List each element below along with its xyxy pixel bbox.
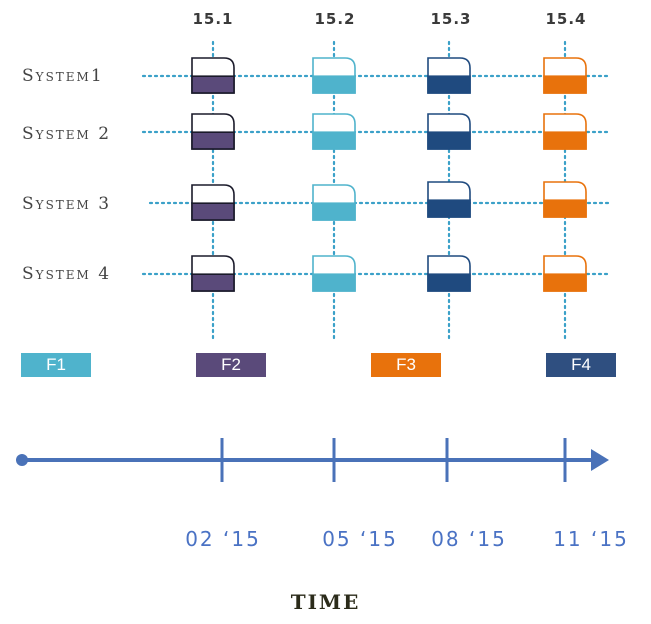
document-icons [191,57,587,292]
document-icon [312,184,356,221]
feature-f2: F2 [196,353,266,377]
document-icon [191,184,235,221]
document-icon [543,113,587,150]
document-icon [312,57,356,94]
document-icon [191,57,235,94]
feature-f4: F4 [546,353,616,377]
version-label-15-4: 15.4 [545,10,587,28]
version-label-15-1: 15.1 [192,10,234,28]
system-label-4: System 4 [22,264,112,284]
timeline-date-2: 05 ‘15 [322,527,398,551]
timeline-date-1: 02 ‘15 [185,527,261,551]
feature-f1: F1 [21,353,91,377]
version-label-15-3: 15.3 [430,10,472,28]
document-icon [427,113,471,150]
document-icon [543,181,587,218]
timeline-date-3: 08 ‘15 [431,527,507,551]
version-label-15-2: 15.2 [314,10,356,28]
system-label-3: System 3 [22,194,112,214]
document-icon [427,57,471,94]
document-icon [312,113,356,150]
system-label-2: System 2 [22,124,112,144]
feature-f3: F3 [371,353,441,377]
axis-title: TIME [290,590,361,614]
document-icon [427,255,471,292]
document-icon [191,255,235,292]
timeline-start-dot [16,454,28,466]
document-icon [312,255,356,292]
system-label-1: System1 [22,66,104,86]
document-icon [191,113,235,150]
document-icon [543,57,587,94]
timeline-date-4: 11 ‘15 [553,527,629,551]
document-icon [543,255,587,292]
timeline [16,438,609,482]
timeline-arrowhead [591,449,609,471]
document-icon [427,181,471,218]
